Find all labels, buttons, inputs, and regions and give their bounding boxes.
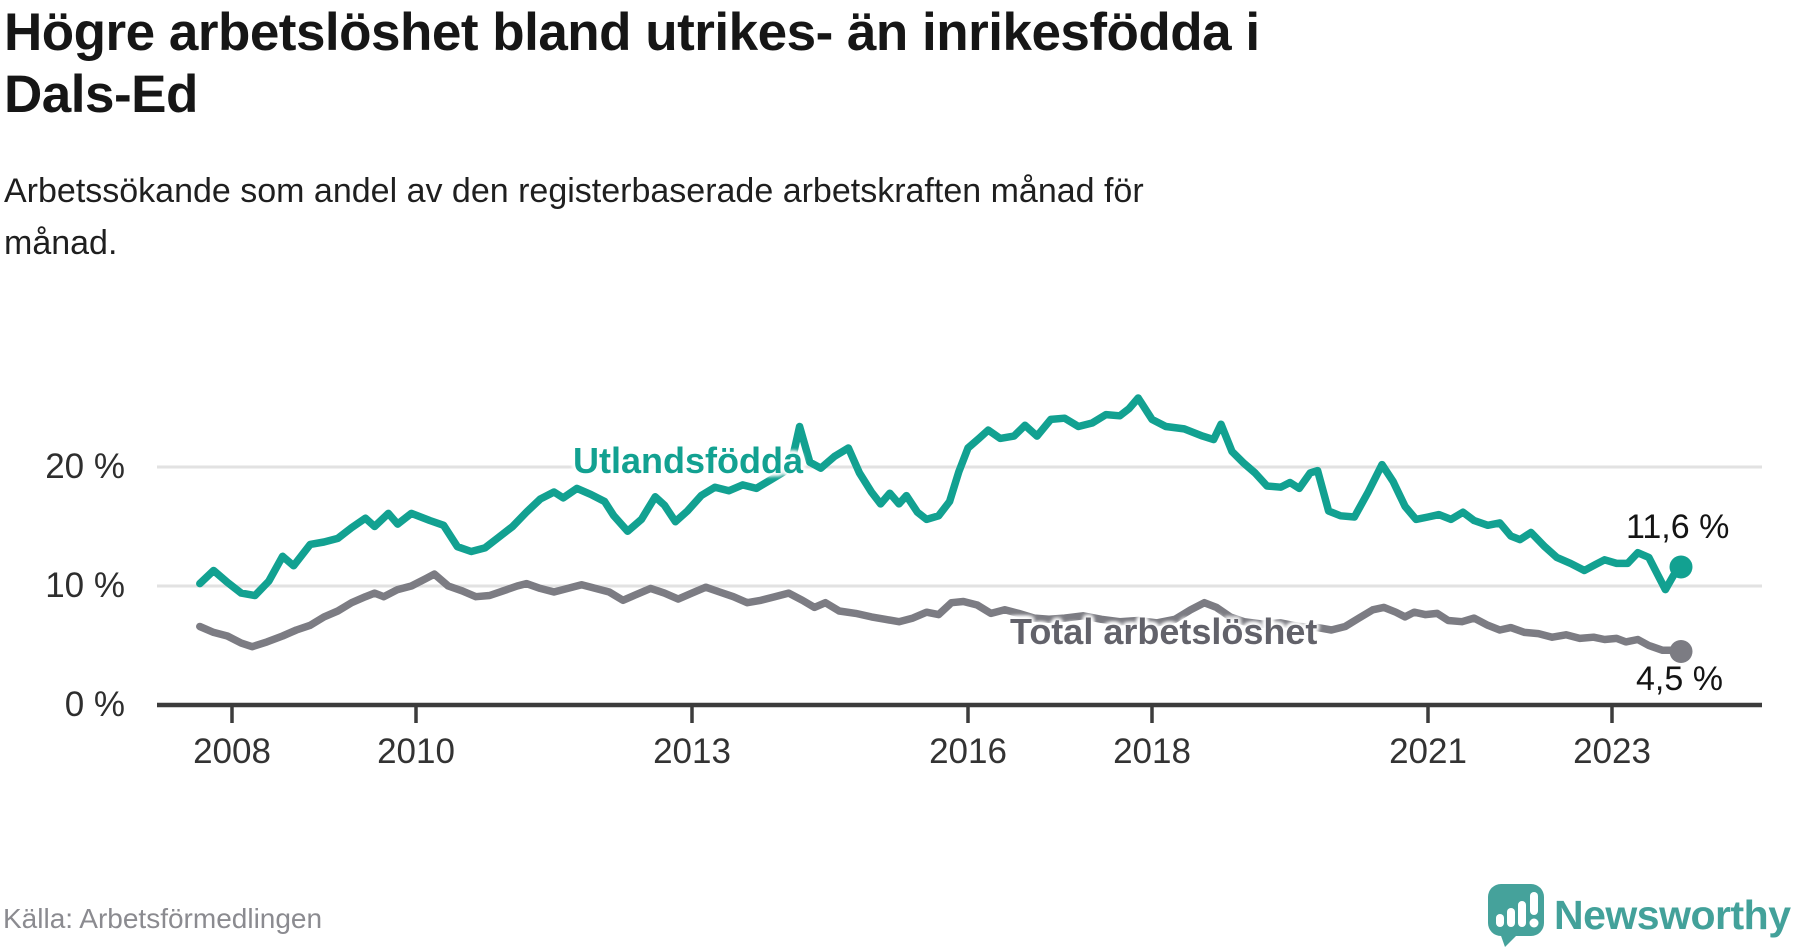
y-axis-label-0: 0 % (64, 685, 125, 724)
x-axis-label-2023: 2023 (1573, 732, 1651, 771)
x-axis-label-2008: 2008 (193, 732, 271, 771)
end-dot-series-1 (1669, 639, 1693, 663)
end-dot-series-0 (1669, 555, 1693, 579)
chart-subtitle-line-2: månad. (4, 224, 118, 262)
x-axis-label-2018: 2018 (1113, 732, 1191, 771)
series-label-utlandsfodda: Utlandsfödda (573, 440, 803, 481)
page-title-line-1: Högre arbetslöshet bland utrikes- än inr… (4, 3, 1260, 62)
y-axis-label-20: 20 % (45, 447, 125, 486)
end-value-label-utlandsfodda: 11,6 % (1626, 508, 1730, 546)
end-value-label-total: 4,5 % (1636, 660, 1723, 698)
x-axis-label-2013: 2013 (653, 732, 731, 771)
x-axis-label-2021: 2021 (1389, 732, 1467, 771)
x-axis-label-2016: 2016 (929, 732, 1007, 771)
bar-chart-speech-bubble-icon (1488, 884, 1544, 947)
x-axis-label-2010: 2010 (377, 732, 455, 771)
series-label-total-arbetsloshet: Total arbetslöshet (1010, 611, 1318, 652)
chart-subtitle: Arbetssökande som andel av den registerb… (4, 165, 1504, 269)
source-note: Källa: Arbetsförmedlingen (3, 903, 323, 934)
line-series-1 (196, 570, 1685, 656)
page-title-line-2: Dals-Ed (4, 65, 198, 124)
brand-logo: Newsworthy (1488, 884, 1791, 947)
brand-name: Newsworthy (1554, 892, 1791, 938)
line-series-0 (196, 394, 1685, 600)
chart-subtitle-line-1: Arbetssökande som andel av den registerb… (4, 172, 1144, 210)
page-title: Högre arbetslöshet bland utrikes- än inr… (4, 2, 1584, 126)
y-axis-label-10: 10 % (45, 566, 125, 605)
